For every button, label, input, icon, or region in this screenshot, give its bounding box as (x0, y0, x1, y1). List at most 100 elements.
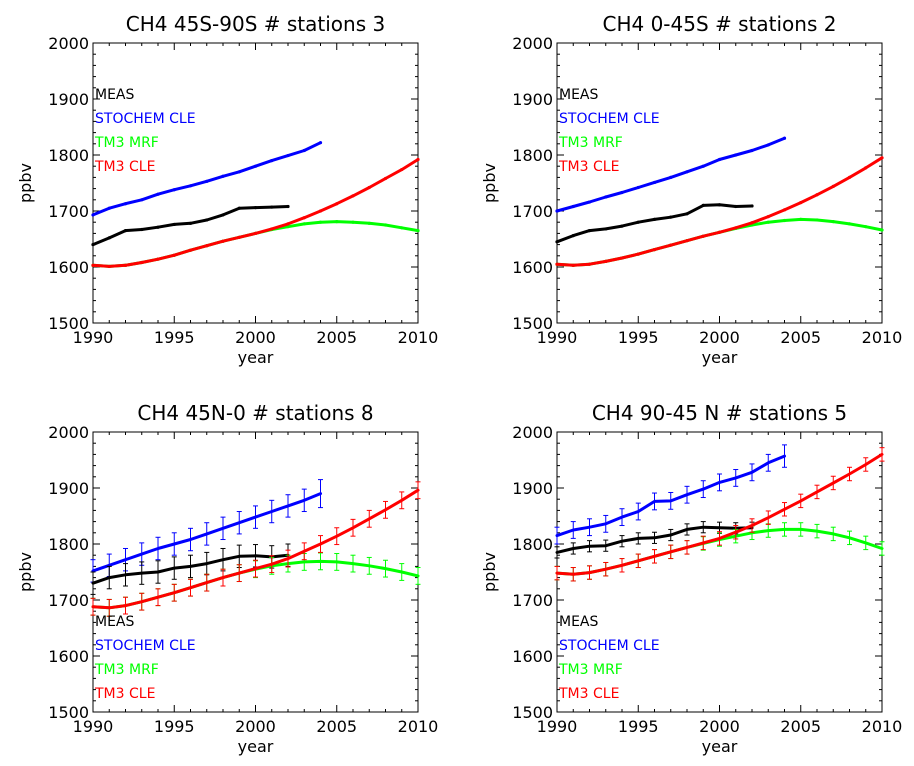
x-axis-label: year (238, 348, 274, 367)
error-bar (236, 564, 242, 583)
error-bar (383, 500, 388, 519)
data-point (91, 213, 95, 217)
error-bar (139, 592, 145, 611)
data-point (351, 220, 355, 224)
y-tick-label: 1700 (48, 591, 89, 610)
data-point (91, 263, 95, 267)
error-bar (684, 485, 690, 504)
series-line (555, 203, 754, 244)
data-point (156, 257, 160, 261)
data-point (652, 248, 657, 252)
error-bar (782, 522, 787, 537)
legend-entry: TM3 MRF (558, 135, 623, 151)
series-line (555, 452, 884, 576)
data-point (221, 239, 225, 243)
error-bar (570, 567, 576, 582)
error-bar (123, 563, 128, 587)
error-bar (570, 542, 576, 555)
data-point (782, 208, 787, 212)
series-stochem-cle (91, 141, 323, 217)
legend-entry: TM3 MRF (94, 135, 159, 151)
chart-panel-1: CH4 45S-90S # stations 3 1990 1995 2000 2005… (16, 12, 438, 367)
data-point (270, 227, 274, 231)
error-bar (106, 565, 112, 590)
legend-entry: STOCHEM CLE (95, 111, 196, 127)
data-point (571, 263, 575, 267)
data-point (555, 240, 559, 244)
chart-title: CH4 0-45S # stations 2 (603, 12, 837, 36)
error-bar (668, 528, 674, 542)
data-point (669, 215, 673, 219)
error-bar (334, 527, 340, 546)
error-bar (879, 447, 885, 462)
error-bar (684, 540, 690, 555)
series-stochem-cle (555, 136, 787, 213)
data-point (286, 204, 290, 209)
data-point (571, 204, 575, 209)
data-point (188, 184, 193, 188)
data-point (416, 157, 420, 162)
data-point (734, 153, 738, 157)
data-point (847, 175, 852, 179)
series-line (555, 217, 884, 267)
data-point (302, 148, 306, 153)
y-tick-label: 1700 (48, 202, 89, 221)
error-bar (90, 571, 96, 595)
data-point (140, 198, 144, 202)
data-point (815, 218, 819, 222)
data-point (750, 148, 754, 153)
error-bar (366, 556, 372, 575)
y-tick-label: 1900 (48, 90, 89, 109)
error-bar (847, 530, 852, 546)
error-bar (814, 523, 820, 539)
legend-entry: TM3 MRF (94, 662, 159, 678)
x-tick-label: 2010 (862, 328, 903, 347)
series-tm3-cle (554, 447, 885, 582)
data-point (140, 227, 144, 232)
series-meas (90, 543, 291, 595)
legend-entry: TM3 CLE (558, 159, 619, 175)
data-point (620, 224, 624, 228)
plot-frame (556, 42, 883, 324)
error-bar (350, 518, 356, 537)
error-bar (155, 560, 161, 584)
error-bar (554, 565, 560, 581)
error-bar (570, 521, 576, 539)
data-point (636, 185, 640, 190)
data-point (847, 222, 852, 226)
data-point (701, 234, 705, 238)
data-point (172, 188, 176, 192)
data-point (91, 243, 95, 247)
y-tick-label: 2000 (48, 423, 89, 442)
error-bar (830, 475, 836, 491)
data-point (205, 218, 209, 222)
data-point (205, 179, 209, 183)
data-point (156, 225, 160, 229)
data-point (734, 226, 738, 230)
data-point (172, 253, 176, 257)
error-bar (139, 561, 145, 585)
error-bar (619, 558, 625, 573)
y-axis-label: ppbv (480, 163, 499, 203)
error-bar (236, 511, 242, 535)
x-tick-label: 2000 (235, 328, 276, 347)
error-bar (155, 536, 161, 561)
data-point (701, 164, 705, 168)
data-point (604, 227, 608, 231)
data-point (717, 230, 722, 234)
error-bar (399, 491, 405, 510)
data-point (620, 256, 624, 260)
error-bar (619, 508, 625, 527)
error-bar (587, 540, 592, 553)
y-axis-label: ppbv (480, 552, 499, 592)
error-bar (652, 531, 657, 544)
data-point (587, 229, 592, 233)
data-point (717, 157, 722, 162)
data-point (107, 264, 111, 269)
error-bar (603, 514, 609, 533)
error-bar (830, 526, 836, 542)
x-tick-label: 1990 (73, 717, 114, 736)
legend-entry: TM3 CLE (94, 159, 155, 175)
data-point (750, 204, 754, 208)
error-bar (733, 525, 739, 540)
